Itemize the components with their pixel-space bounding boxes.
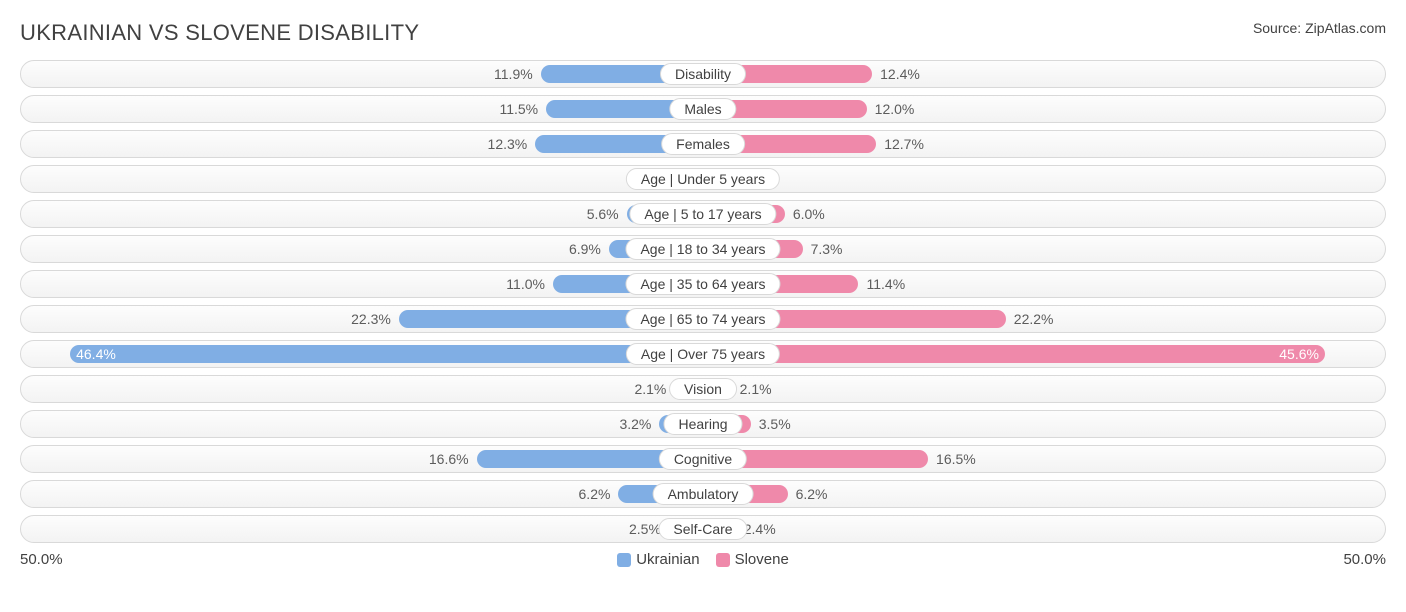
value-right: 12.7% <box>876 136 924 152</box>
chart-row: 6.2% 6.2% Ambulatory <box>20 480 1386 508</box>
row-half-left: 11.9% <box>21 61 703 87</box>
value-left: 6.2% <box>579 486 619 502</box>
chart-row: 12.3% 12.7% Females <box>20 130 1386 158</box>
chart-row: 11.0% 11.4% Age | 35 to 64 years <box>20 270 1386 298</box>
value-right: 11.4% <box>858 276 905 292</box>
value-left: 12.3% <box>488 136 536 152</box>
value-right: 7.3% <box>803 241 843 257</box>
value-left: 11.5% <box>499 101 546 117</box>
value-left: 11.9% <box>494 66 541 82</box>
row-half-left: 12.3% <box>21 131 703 157</box>
value-right: 16.5% <box>928 451 976 467</box>
value-left: 5.6% <box>587 206 627 222</box>
category-label: Ambulatory <box>653 483 754 505</box>
chart-row: 16.6% 16.5% Cognitive <box>20 445 1386 473</box>
row-half-right: 2.4% <box>703 516 1385 542</box>
category-label: Age | Over 75 years <box>626 343 780 365</box>
chart-row: 3.2% 3.5% Hearing <box>20 410 1386 438</box>
value-left: 11.0% <box>506 276 553 292</box>
value-right: 22.2% <box>1006 311 1054 327</box>
row-half-right: 2.1% <box>703 376 1385 402</box>
row-half-right: 6.0% <box>703 201 1385 227</box>
value-right: 3.5% <box>751 416 791 432</box>
category-label: Age | 35 to 64 years <box>625 273 780 295</box>
chart-legend: Ukrainian Slovene <box>617 551 789 568</box>
value-right: 2.1% <box>732 381 772 397</box>
row-half-right: 3.5% <box>703 411 1385 437</box>
row-half-right: 6.2% <box>703 481 1385 507</box>
row-half-left: 5.6% <box>21 201 703 227</box>
row-half-left: 11.0% <box>21 271 703 297</box>
value-right: 6.0% <box>785 206 825 222</box>
axis-max-right: 50.0% <box>789 551 1386 568</box>
value-right: 12.4% <box>872 66 920 82</box>
row-half-left: 11.5% <box>21 96 703 122</box>
category-label: Age | 5 to 17 years <box>629 203 776 225</box>
row-half-right: 11.4% <box>703 271 1385 297</box>
category-label: Self-Care <box>658 518 747 540</box>
row-half-left: 2.5% <box>21 516 703 542</box>
category-label: Age | 18 to 34 years <box>625 238 780 260</box>
value-right: 12.0% <box>867 101 915 117</box>
legend-label-right: Slovene <box>735 551 789 568</box>
legend-swatch-right <box>716 553 730 567</box>
row-half-left: 16.6% <box>21 446 703 472</box>
value-left: 16.6% <box>429 451 477 467</box>
chart-row: 1.3%1.4%Age | Under 5 years <box>20 165 1386 193</box>
bar-right: 45.6% <box>703 345 1325 363</box>
row-half-right: 7.3% <box>703 236 1385 262</box>
row-half-left: 3.2% <box>21 411 703 437</box>
chart-source: Source: ZipAtlas.com <box>1253 20 1386 36</box>
row-half-left: 22.3% <box>21 306 703 332</box>
chart-row: 22.3% 22.2% Age | 65 to 74 years <box>20 305 1386 333</box>
value-left: 3.2% <box>619 416 659 432</box>
legend-item-right: Slovene <box>716 551 789 568</box>
category-label: Disability <box>660 63 746 85</box>
axis-max-left: 50.0% <box>20 551 617 568</box>
value-left: 6.9% <box>569 241 609 257</box>
chart-header: UKRAINIAN VS SLOVENE DISABILITY Source: … <box>20 20 1386 46</box>
row-half-left: 46.4% <box>21 341 703 367</box>
chart-row: 2.1% 2.1%Vision <box>20 375 1386 403</box>
chart-title: UKRAINIAN VS SLOVENE DISABILITY <box>20 20 419 46</box>
chart-row: 2.5%2.4%Self-Care <box>20 515 1386 543</box>
category-label: Females <box>661 133 745 155</box>
category-label: Age | Under 5 years <box>626 168 780 190</box>
legend-item-left: Ukrainian <box>617 551 699 568</box>
row-half-right: 16.5% <box>703 446 1385 472</box>
chart-row: 11.5% 12.0% Males <box>20 95 1386 123</box>
bar-left: 46.4% <box>70 345 703 363</box>
row-half-left: 6.2% <box>21 481 703 507</box>
row-half-right: 1.4% <box>703 166 1385 192</box>
category-label: Age | 65 to 74 years <box>625 308 780 330</box>
category-label: Cognitive <box>659 448 747 470</box>
category-label: Hearing <box>663 413 742 435</box>
chart-row: 11.9% 12.4% Disability <box>20 60 1386 88</box>
row-half-right: 12.4% <box>703 61 1385 87</box>
row-half-left: 6.9% <box>21 236 703 262</box>
row-half-left: 1.3% <box>21 166 703 192</box>
category-label: Vision <box>669 378 737 400</box>
row-half-left: 2.1% <box>21 376 703 402</box>
value-left: 46.4% <box>76 346 116 362</box>
diverging-bar-chart: 11.9% 12.4% Disability 11.5% 12.0% Males 12.3%… <box>20 60 1386 543</box>
row-half-right: 22.2% <box>703 306 1385 332</box>
legend-swatch-left <box>617 553 631 567</box>
chart-row: 46.4% 45.6% Age | Over 75 years <box>20 340 1386 368</box>
category-label: Males <box>669 98 736 120</box>
value-right: 6.2% <box>788 486 828 502</box>
row-half-right: 45.6% <box>703 341 1385 367</box>
row-half-right: 12.7% <box>703 131 1385 157</box>
row-half-right: 12.0% <box>703 96 1385 122</box>
chart-row: 5.6% 6.0% Age | 5 to 17 years <box>20 200 1386 228</box>
chart-footer: 50.0% Ukrainian Slovene 50.0% <box>20 551 1386 568</box>
value-left: 22.3% <box>351 311 399 327</box>
value-right: 45.6% <box>1279 346 1319 362</box>
chart-row: 6.9% 7.3% Age | 18 to 34 years <box>20 235 1386 263</box>
legend-label-left: Ukrainian <box>636 551 699 568</box>
